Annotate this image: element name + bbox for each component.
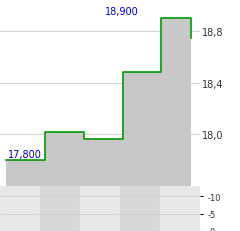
Bar xyxy=(80,186,120,231)
Polygon shape xyxy=(6,19,191,186)
Text: 18,900: 18,900 xyxy=(105,7,139,17)
Bar xyxy=(120,186,160,231)
Text: 17,800: 17,800 xyxy=(8,149,42,159)
Bar xyxy=(40,186,80,231)
Bar xyxy=(160,186,200,231)
Bar xyxy=(0,186,40,231)
